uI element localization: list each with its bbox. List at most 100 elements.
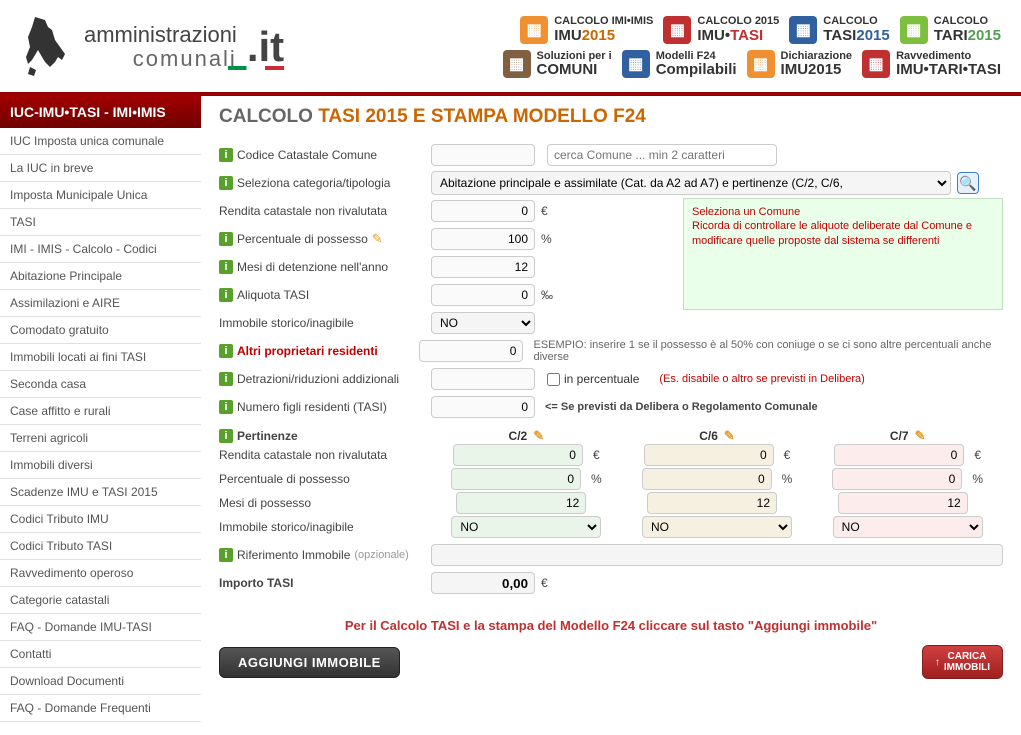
mesi-input[interactable]: [431, 256, 535, 278]
topnav-item[interactable]: ▦CALCOLOTASI2015: [789, 15, 889, 44]
sidebar-item[interactable]: Comodato gratuito: [0, 317, 201, 344]
codice-label: Codice Catastale Comune: [237, 148, 377, 162]
pert-row-label: Mesi di possesso: [219, 496, 431, 510]
rif-label: Riferimento Immobile: [237, 548, 350, 562]
categoria-label: Seleziona categoria/tipologia: [237, 176, 390, 190]
topnav-item[interactable]: ▦CALCOLO IMI•IMISIMU2015: [520, 15, 653, 44]
topnav-item[interactable]: ▦RavvedimentoIMU•TARI•TASI: [862, 50, 1001, 79]
sidebar-item[interactable]: Immobili diversi: [0, 452, 201, 479]
nav-icon: ▦: [900, 16, 928, 44]
pert-input[interactable]: [453, 444, 583, 466]
sidebar-item[interactable]: Seconda casa: [0, 371, 201, 398]
pencil-icon[interactable]: ✎: [372, 231, 383, 247]
figli-input[interactable]: [431, 396, 535, 418]
categoria-select[interactable]: Abitazione principale e assimilate (Cat.…: [431, 171, 951, 195]
info-icon[interactable]: i: [219, 372, 233, 386]
figli-label: Numero figli residenti (TASI): [237, 400, 387, 414]
warning-box: Seleziona un Comune Ricorda di controlla…: [683, 198, 1003, 310]
cerca-comune-input[interactable]: [547, 144, 777, 166]
rendita-label: Rendita catastale non rivalutata: [219, 204, 387, 218]
pert-select[interactable]: NO: [833, 516, 983, 538]
sidebar-item[interactable]: Case affitto e rurali: [0, 398, 201, 425]
aliquota-label: Aliquota TASI: [237, 288, 309, 302]
logo-line1: amministrazioni: [84, 22, 237, 47]
sidebar-item[interactable]: Imposta Municipale Unica: [0, 182, 201, 209]
pert-input[interactable]: [451, 468, 581, 490]
pert-input[interactable]: [832, 468, 962, 490]
topnav-item[interactable]: ▦CALCOLOTARI2015: [900, 15, 1001, 44]
info-icon[interactable]: i: [219, 260, 233, 274]
info-icon[interactable]: i: [219, 232, 233, 246]
info-icon[interactable]: i: [219, 344, 233, 358]
storico-label: Immobile storico/inagibile: [219, 316, 354, 330]
altri-input[interactable]: [419, 340, 523, 362]
info-icon[interactable]: i: [219, 429, 233, 443]
sidebar-item[interactable]: FAQ - Domande Frequenti: [0, 695, 201, 722]
info-icon[interactable]: i: [219, 548, 233, 562]
pencil-icon[interactable]: ✎: [533, 428, 544, 444]
altri-hint: ESEMPIO: inserire 1 se il possesso è al …: [533, 339, 1003, 363]
main-content: CALCOLO TASI 2015 E STAMPA MODELLO F24 i…: [201, 96, 1021, 722]
pert-row-label: Immobile storico/inagibile: [219, 520, 431, 534]
col-c2: C/2✎: [431, 428, 622, 444]
logo[interactable]: amministrazionicomunali .it: [20, 12, 346, 82]
sidebar-item[interactable]: FAQ - Domande IMU-TASI: [0, 614, 201, 641]
pert-select[interactable]: NO: [642, 516, 792, 538]
flag-stripe: [228, 66, 284, 70]
sidebar-item[interactable]: Contatti: [0, 641, 201, 668]
pencil-icon[interactable]: ✎: [724, 428, 735, 444]
info-icon[interactable]: i: [219, 288, 233, 302]
sidebar-item[interactable]: Download Documenti: [0, 668, 201, 695]
info-icon[interactable]: i: [219, 148, 233, 162]
detraz-label: Detrazioni/riduzioni addizionali: [237, 372, 399, 386]
pert-input[interactable]: [642, 468, 772, 490]
sidebar-item[interactable]: Immobili locati ai fini TASI: [0, 344, 201, 371]
pert-input[interactable]: [644, 444, 774, 466]
codice-input[interactable]: [431, 144, 535, 166]
sidebar-item[interactable]: Codici Tributo IMU: [0, 506, 201, 533]
pert-input[interactable]: [647, 492, 777, 514]
detraz-hint: (Es. disabile o altro se previsti in Del…: [659, 373, 864, 385]
pert-input[interactable]: [834, 444, 964, 466]
rendita-input[interactable]: [431, 200, 535, 222]
sidebar-item[interactable]: Scadenze IMU e TASI 2015: [0, 479, 201, 506]
info-icon[interactable]: i: [219, 176, 233, 190]
sidebar-item[interactable]: IUC Imposta unica comunale: [0, 128, 201, 155]
sidebar: IUC-IMU•TASI - IMI•IMIS IUC Imposta unic…: [0, 96, 201, 722]
pert-row-label: Rendita catastale non rivalutata: [219, 448, 431, 462]
pert-input[interactable]: [838, 492, 968, 514]
info-icon[interactable]: i: [219, 400, 233, 414]
rif-input[interactable]: [431, 544, 1003, 566]
pert-row-label: Percentuale di possesso: [219, 472, 431, 486]
pert-select[interactable]: NO: [451, 516, 601, 538]
importo-output: [431, 572, 535, 594]
perc-checkbox[interactable]: [547, 373, 560, 386]
aggiungi-button[interactable]: AGGIUNGI IMMOBILE: [219, 647, 400, 678]
importo-label: Importo TASI: [219, 576, 431, 590]
aliquota-input[interactable]: [431, 284, 535, 306]
sidebar-item[interactable]: Categorie catastali: [0, 587, 201, 614]
sidebar-item[interactable]: TASI: [0, 209, 201, 236]
perc-label: Percentuale di possesso: [237, 232, 368, 246]
sidebar-item[interactable]: Ravvedimento operoso: [0, 560, 201, 587]
perc-input[interactable]: [431, 228, 535, 250]
pert-input[interactable]: [456, 492, 586, 514]
sidebar-item[interactable]: IMI - IMIS - Calcolo - Codici: [0, 236, 201, 263]
topnav-item[interactable]: ▦Soluzioni per iCOMUNI: [503, 50, 612, 79]
topnav-item[interactable]: ▦CALCOLO 2015IMU•TASI: [663, 15, 779, 44]
header: amministrazionicomunali .it ▦CALCOLO IMI…: [0, 0, 1021, 90]
nav-icon: ▦: [747, 50, 775, 78]
sidebar-item[interactable]: Abitazione Principale: [0, 263, 201, 290]
sidebar-item[interactable]: Codici Tributo TASI: [0, 533, 201, 560]
sidebar-item[interactable]: La IUC in breve: [0, 155, 201, 182]
carica-button[interactable]: ↑CARICAIMMOBILI: [922, 645, 1003, 679]
search-icon[interactable]: 🔍: [957, 172, 979, 194]
sidebar-item[interactable]: Terreni agricoli: [0, 425, 201, 452]
topnav-item[interactable]: ▦DichiarazioneIMU2015: [747, 50, 853, 79]
detraz-input[interactable]: [431, 368, 535, 390]
figli-hint: <= Se previsti da Delibera o Regolamento…: [545, 401, 818, 413]
sidebar-item[interactable]: Assimilazioni e AIRE: [0, 290, 201, 317]
topnav-item[interactable]: ▦Modelli F24Compilabili: [622, 50, 737, 79]
storico-select[interactable]: NO: [431, 312, 535, 334]
pencil-icon[interactable]: ✎: [915, 428, 926, 444]
